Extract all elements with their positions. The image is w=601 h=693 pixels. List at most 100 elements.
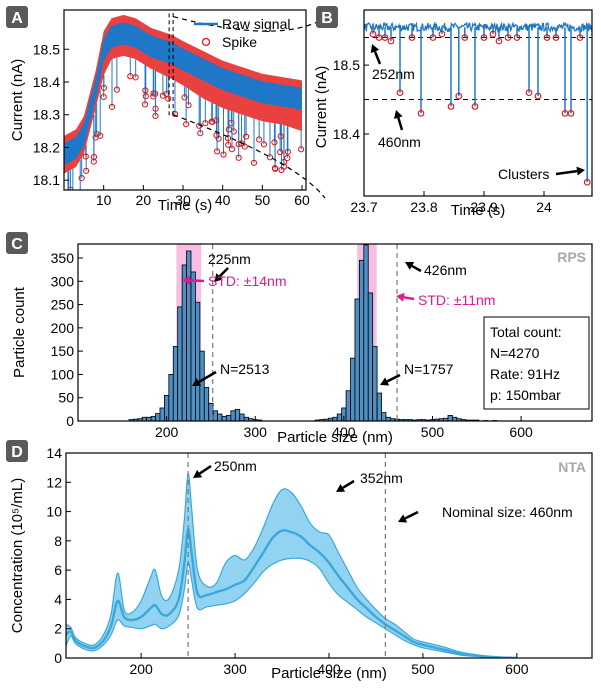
spike-marker — [277, 148, 284, 156]
arrow-std-11nm-shaft — [403, 296, 415, 301]
y-tick-label: 18.5 — [333, 57, 360, 73]
annotation-std-11nm: STD: ±11nm — [418, 292, 495, 308]
spike-marker — [225, 141, 232, 148]
baseline-trace — [364, 21, 592, 34]
panel-d-data — [66, 472, 517, 658]
spike-marker — [480, 34, 488, 41]
y-tick-label: 12 — [46, 474, 62, 490]
y-tick-label: 2 — [54, 621, 62, 637]
histogram-bar — [155, 413, 161, 422]
histogram-bar — [217, 413, 223, 422]
spike-marker — [235, 154, 242, 161]
legend-spike-label: Spike — [222, 34, 257, 50]
spike-marker — [447, 103, 455, 110]
x-tick-label: 30 — [175, 192, 191, 208]
spike-marker — [100, 93, 107, 101]
arrow-252nm-shaft — [373, 50, 382, 65]
x-axis-label: Time (s) — [158, 197, 212, 214]
confidence-band — [66, 473, 517, 658]
spike-marker — [241, 143, 248, 150]
annotation-n-1757: N=1757 — [404, 361, 454, 377]
arrow-std-14nm-shaft — [189, 279, 205, 283]
panel-c-chart: 200 300 400 500 600 0 50 100 150 200 250 300 350 Part… — [6, 232, 593, 446]
spike-marker — [471, 103, 479, 110]
zoom-box — [168, 10, 174, 116]
histogram-bar — [195, 301, 201, 422]
histogram-bar — [350, 357, 356, 422]
arrow-clusters-head — [576, 166, 585, 176]
spike-marker — [455, 92, 463, 100]
histogram-bar — [345, 390, 351, 422]
y-tick-label: 4 — [54, 591, 62, 607]
arrow-n-2513-head — [192, 378, 202, 386]
spike-marker — [429, 34, 437, 41]
x-tick-label: 600 — [509, 424, 533, 440]
spike-marker — [567, 109, 575, 117]
spike-marker — [438, 30, 446, 38]
arrow-252nm-head — [370, 44, 380, 54]
spike-marker — [224, 135, 232, 142]
spike-marker — [543, 34, 551, 41]
histogram-bar — [159, 407, 165, 422]
spike-marker — [271, 139, 278, 146]
spike-marker — [284, 154, 291, 162]
histogram-bar — [234, 408, 241, 422]
histogram-bar — [177, 306, 183, 422]
y-tick-label: 18.1 — [33, 172, 60, 188]
y-axis-label: Current (nA) — [313, 66, 330, 149]
legend-raw-label: Raw signal — [222, 16, 290, 32]
x-tick-label: 400 — [317, 661, 341, 677]
histogram-bar — [168, 374, 174, 422]
info-box-line: p: 150mbar — [490, 387, 561, 403]
arrow-n-1757-head — [380, 377, 390, 386]
spike-marker — [171, 110, 179, 118]
arrow-352nm-head — [336, 483, 346, 492]
arrow-250nm-head — [193, 469, 203, 478]
method-tag-nta: NTA — [558, 459, 586, 475]
spike-marker — [272, 165, 279, 172]
x-tick-label: 600 — [505, 661, 529, 677]
panel-label: D — [11, 444, 23, 461]
arrow-225nm-head — [214, 273, 223, 282]
legend-spike-swatch — [201, 37, 211, 47]
y-tick-label: 350 — [51, 250, 75, 266]
spike-marker — [256, 136, 263, 143]
plot-frame — [363, 9, 593, 197]
y-tick-label: 100 — [51, 366, 75, 382]
annotation-clusters: Clusters — [498, 166, 549, 182]
spike-marker — [212, 117, 220, 124]
x-tick-label: 23.8 — [410, 199, 437, 215]
spike-marker — [90, 158, 97, 165]
panel-a-data — [64, 10, 305, 190]
y-tick-label: 250 — [51, 297, 75, 313]
panel-label: B — [321, 10, 333, 27]
histogram-bar — [367, 292, 374, 422]
panel-b-chart: 23.7 23.8 23.9 24 18.4 18.5 Time (s) Current (n… — [313, 6, 593, 219]
x-tick-label: 50 — [255, 192, 271, 208]
panel-d-chart: 200 300 400 500 600 0 2 4 6 8 10 12 14 Particle size … — [6, 440, 593, 682]
histogram-bar — [363, 244, 369, 422]
y-tick-label: 8 — [54, 533, 62, 549]
annotation-std-14nm: STD: ±14nm — [208, 273, 286, 289]
spike-marker — [127, 73, 134, 80]
histogram-bar — [199, 350, 205, 422]
spike-marker — [213, 148, 221, 155]
y-tick-label: 150 — [51, 343, 75, 359]
annotation-460nm: 460nm — [378, 134, 421, 150]
y-tick-label: 18.4 — [333, 126, 360, 142]
spike-marker — [92, 134, 99, 141]
spike-marker — [181, 94, 188, 101]
x-axis-label: Time (s) — [451, 202, 505, 219]
mean-line — [66, 527, 517, 658]
histogram-bar — [376, 392, 382, 422]
annotation-n-2513: N=2513 — [220, 361, 270, 377]
annotation-250nm: 250nm — [214, 458, 257, 474]
panel-label-box — [6, 232, 28, 254]
y-axis-label: Concentration (10⁵/mL) — [9, 478, 26, 633]
y-axis-label: Current (nA) — [9, 59, 26, 142]
histogram-bar — [186, 250, 192, 422]
spike-marker — [369, 30, 377, 38]
histogram-bar — [221, 415, 227, 422]
spike-marker — [243, 133, 250, 140]
spike-marker — [213, 132, 220, 139]
